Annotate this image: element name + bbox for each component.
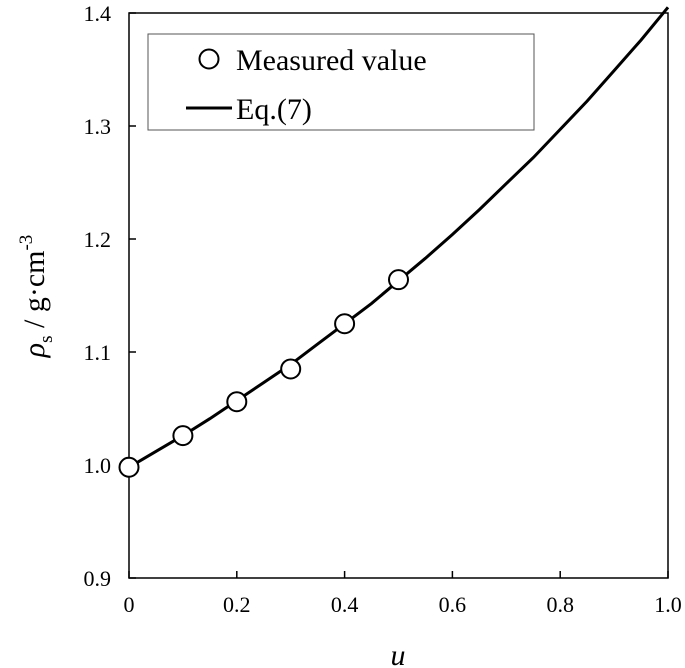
x-tick-label: 0.2 (223, 592, 251, 617)
data-point (280, 358, 302, 380)
y-tick-label: 0.9 (84, 566, 112, 591)
x-tick-label: 0.6 (439, 592, 467, 617)
measured-points (118, 269, 409, 478)
y-tick-label: 1.4 (84, 1, 112, 26)
x-axis: 0 0.2 0.4 0.6 0.8 1.0 (124, 571, 682, 617)
plot-frame (128, 12, 669, 579)
data-point (334, 313, 356, 335)
y-tick-label: 1.3 (84, 114, 112, 139)
data-point (388, 269, 409, 291)
legend-label-measured: Measured value (236, 44, 427, 77)
y-axis-title: ρs / g·cm-3 (16, 235, 57, 359)
x-tick-label: 0.8 (546, 592, 574, 617)
x-tick-label: 0.4 (331, 592, 359, 617)
data-point (118, 456, 140, 478)
y-axis-exponent: -3 (16, 235, 37, 251)
y-axis-unit: / g·cm (18, 251, 51, 336)
x-tick-label: 0 (124, 592, 135, 617)
x-axis-title: u (391, 639, 406, 668)
y-axis-subscript: s (36, 336, 57, 343)
y-axis-symbol: ρ (18, 343, 51, 358)
x-tick-label: 1.0 (654, 592, 682, 617)
legend-label-eq7: Eq.(7) (236, 93, 312, 126)
y-tick-label: 1.1 (84, 340, 112, 365)
legend: Measured value Eq.(7) (147, 33, 535, 131)
y-axis: 0.9 1.0 1.1 1.2 1.3 1.4 (84, 1, 136, 591)
legend-marker-measured (198, 48, 220, 70)
y-tick-label: 1.0 (84, 453, 112, 478)
data-point (172, 425, 194, 447)
y-tick-label: 1.2 (84, 227, 112, 252)
data-point (226, 391, 248, 413)
